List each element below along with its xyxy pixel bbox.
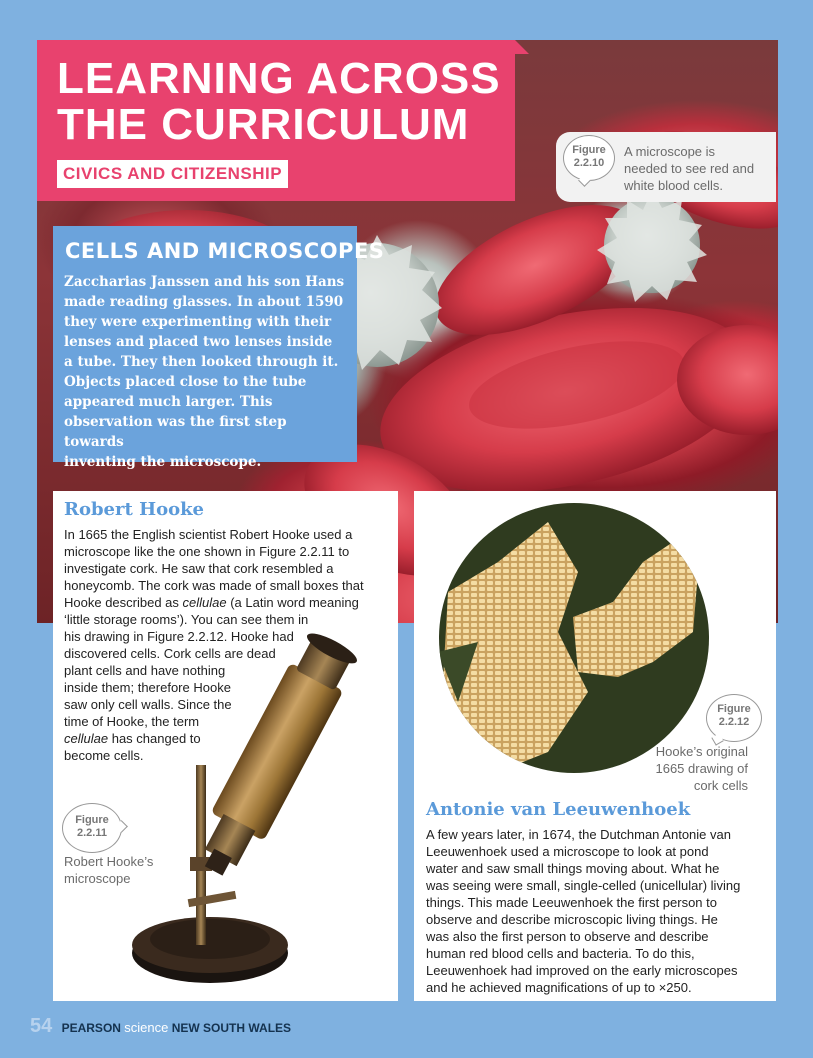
text-line: was also the first person to observe and…: [426, 929, 709, 944]
text-line: inventing the microscope.: [64, 454, 262, 470]
cells-paragraph: Zaccharias Janssen and his son Hans made…: [64, 272, 350, 472]
figure-2-2-11-badge: Figure 2.2.11: [62, 803, 122, 853]
text-line: a tube. They then looked through it.: [64, 354, 339, 370]
figure-2-2-12-badge: Figure 2.2.12: [706, 694, 762, 742]
text-line: was seeing were small, single-celled (un…: [426, 878, 741, 893]
footer-science: science: [124, 1020, 169, 1035]
text-line: has changed to: [111, 731, 201, 746]
figure-label: Figure: [572, 144, 606, 156]
figure-2-2-11-caption: Robert Hooke’s microscope: [64, 853, 153, 887]
text-line: his drawing in Figure 2.2.12. Hooke had: [64, 629, 294, 644]
text-line: inside them; therefore Hooke: [64, 680, 231, 695]
text-line: ‘little storage rooms’). You can see the…: [64, 612, 309, 627]
cells-and-microscopes-box: [53, 226, 357, 462]
text-line: water and saw small things moving about.…: [426, 861, 720, 876]
text-line: plant cells and have nothing: [64, 663, 226, 678]
text-line: time of Hooke, the term: [64, 714, 200, 729]
robert-hooke-panel: [53, 491, 398, 1001]
text-line: investigate cork. He saw that cork resem…: [64, 561, 334, 576]
text-line: appeared much larger. This: [64, 394, 273, 410]
text-line: discovered cells. Cork cells are dead: [64, 646, 276, 661]
text-line: they were experimenting with their: [64, 314, 332, 330]
caption-line: needed to see red and: [624, 161, 755, 176]
caption-line: Robert Hooke’s: [64, 854, 154, 869]
caption-line: 1665 drawing of: [655, 761, 748, 776]
figure-label: Figure: [717, 703, 751, 715]
cells-heading: CELLS AND MICROSCOPES: [65, 239, 385, 263]
page-footer: 54 PEARSON science NEW SOUTH WALES: [30, 1016, 291, 1038]
caption-line: cork cells: [693, 778, 748, 793]
title-line-2: THE CURRICULUM: [57, 100, 470, 149]
text-line: honeycomb. The cork was made of small bo…: [64, 578, 364, 593]
robert-hooke-heading: Robert Hooke: [64, 499, 205, 520]
text-line: saw only cell walls. Since the: [64, 697, 232, 712]
text-line: Zaccharias Janssen and his son Hans: [64, 274, 345, 290]
section-subtitle: CIVICS AND CITIZENSHIP: [57, 160, 289, 188]
leeuwenhoek-heading: Antonie van Leeuwenhoek: [426, 799, 691, 820]
caption-line: Hooke’s original: [655, 744, 748, 759]
text-line: become cells.: [64, 748, 144, 763]
text-line: Objects placed close to the tube: [64, 374, 307, 390]
text-line: Hooke described as: [64, 595, 183, 610]
footer-brand: PEARSON: [61, 1021, 121, 1035]
text-line: things. This made Leeuwenhoek the first …: [426, 895, 717, 910]
text-line: and he achieved magnifications of up to …: [426, 980, 692, 995]
footer-region: NEW SOUTH WALES: [171, 1021, 292, 1035]
caption-line: A microscope is: [624, 144, 716, 159]
text-line: A few years later, in 1674, the Dutchman…: [426, 827, 731, 842]
figure-2-2-12-caption: Hooke’s original 1665 drawing of cork ce…: [640, 743, 748, 794]
page-number: 54: [30, 1015, 53, 1037]
text-line: lenses and placed two lenses inside: [64, 334, 333, 350]
figure-number: 2.2.11: [77, 827, 107, 839]
text-line: (a Latin word meaning: [226, 595, 359, 610]
italic-term: cellulae: [64, 731, 109, 746]
figure-2-2-10-caption: A microscope is needed to see red and wh…: [624, 143, 754, 194]
title-line-1: LEARNING ACROSS: [57, 54, 501, 103]
page-title: LEARNING ACROSS THE CURRICULUM: [57, 56, 501, 148]
text-line: made reading glasses. In about 1590: [64, 294, 344, 310]
figure-label: Figure: [75, 814, 109, 826]
cork-cells-drawing: [439, 503, 709, 773]
caption-line: microscope: [64, 871, 131, 886]
text-line: Leeuwenhoek had improved on the early mi…: [426, 963, 738, 978]
robert-hooke-paragraph: In 1665 the English scientist Robert Hoo…: [64, 526, 394, 764]
text-line: human red blood cells and bacteria. To d…: [426, 946, 695, 961]
hooke-microscope-image: [132, 633, 357, 983]
figure-2-2-10-badge: Figure 2.2.10: [563, 135, 615, 181]
text-line: observation was the first step towards: [64, 414, 287, 450]
text-line: microscope like the one shown in Figure …: [64, 544, 350, 559]
italic-term: cellulae: [182, 595, 227, 610]
text-line: Leeuwenhoek used a microscope to look at…: [426, 844, 709, 859]
text-line: observe and describe microscopic living …: [426, 912, 718, 927]
caption-line: white blood cells.: [624, 178, 723, 193]
figure-number: 2.2.12: [718, 716, 750, 728]
leeuwenhoek-paragraph: A few years later, in 1674, the Dutchman…: [426, 826, 772, 996]
figure-number: 2.2.10: [573, 157, 605, 169]
text-line: In 1665 the English scientist Robert Hoo…: [64, 527, 353, 542]
